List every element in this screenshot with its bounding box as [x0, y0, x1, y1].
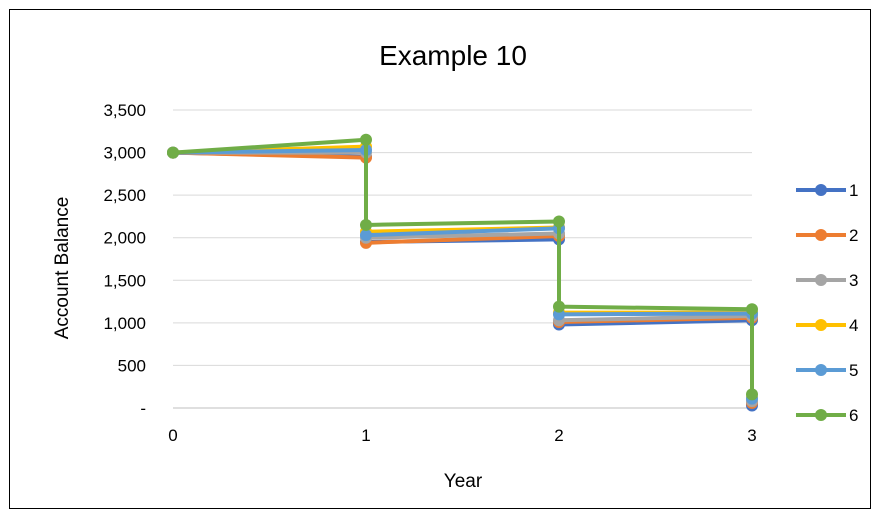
data-point [746, 388, 758, 401]
chart-frame: Example 10 Account Balance Year - 500 1,00… [9, 9, 871, 509]
series-line-4 [172, 144, 754, 398]
series-4 [167, 140, 758, 404]
series-6 [167, 133, 758, 401]
line-chart: Example 10 Account Balance Year - 500 1,00… [52, 40, 858, 492]
series-line-1 [172, 150, 754, 406]
legend-marker [815, 319, 827, 331]
y-tick-label: 1,500 [103, 271, 146, 290]
series-line-5 [172, 148, 754, 399]
data-point [746, 303, 758, 316]
y-tick-label: - [140, 399, 146, 418]
x-axis-title: Year [444, 471, 483, 492]
data-point [167, 146, 179, 159]
legend-label: 6 [849, 406, 858, 425]
legend-marker [815, 274, 827, 286]
y-tick-label: 3,500 [103, 101, 146, 120]
series-1 [167, 146, 758, 412]
data-point [360, 133, 372, 146]
legend-marker [815, 229, 827, 241]
data-point [553, 300, 565, 313]
y-tick-label: 2,500 [103, 186, 146, 205]
legend-item-4: 4 [796, 316, 858, 335]
y-tick-label: 3,000 [103, 144, 146, 163]
legend-item-1: 1 [796, 181, 858, 200]
x-tick-label: 0 [168, 426, 177, 445]
y-axis-title: Account Balance [52, 197, 73, 340]
x-tick-label: 3 [747, 426, 756, 445]
series-line-3 [173, 150, 754, 402]
legend-label: 5 [849, 361, 858, 380]
data-point [360, 229, 372, 242]
legend: 1 2 3 4 5 6 [796, 181, 858, 425]
y-tick-labels: - 500 1,000 1,500 2,000 2,500 3,000 3,500 [103, 101, 146, 418]
data-point [360, 218, 372, 231]
y-tick-label: 500 [118, 356, 146, 375]
series-line-6 [172, 137, 754, 395]
legend-marker [815, 409, 827, 421]
data-point [553, 215, 565, 228]
legend-marker [815, 364, 827, 376]
legend-item-3: 3 [796, 271, 858, 290]
legend-marker [815, 184, 827, 196]
x-tick-labels: 0 1 2 3 [168, 426, 756, 445]
legend-label: 2 [849, 226, 858, 245]
chart-title: Example 10 [379, 40, 527, 71]
series-lines [167, 133, 758, 412]
legend-item-2: 2 [796, 226, 858, 245]
series-3 [167, 146, 758, 408]
series-2 [167, 146, 758, 409]
legend-item-6: 6 [796, 406, 858, 425]
legend-label: 4 [849, 316, 858, 335]
x-tick-label: 1 [361, 426, 370, 445]
x-tick-label: 2 [554, 426, 563, 445]
legend-label: 3 [849, 271, 858, 290]
y-tick-label: 1,000 [103, 314, 146, 333]
legend-item-5: 5 [796, 361, 858, 380]
y-tick-label: 2,000 [103, 229, 146, 248]
legend-label: 1 [849, 181, 858, 200]
